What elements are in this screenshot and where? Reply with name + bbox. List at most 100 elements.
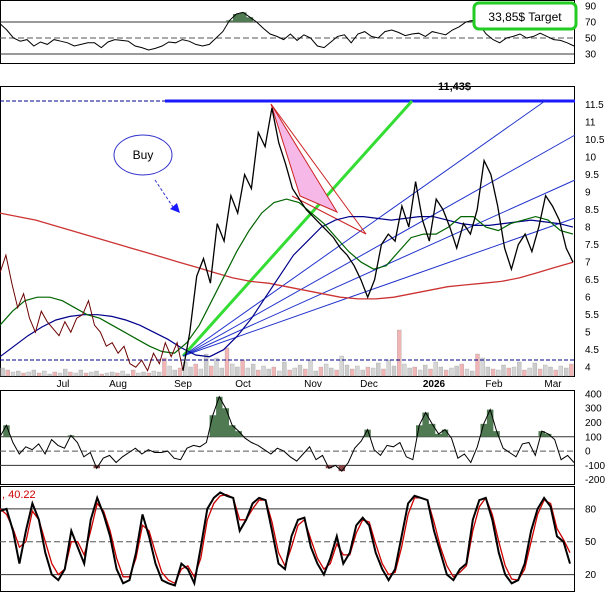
volume-bar <box>449 367 454 377</box>
cci-negative-fill <box>93 465 345 472</box>
buy-label: Buy <box>133 148 154 162</box>
volume-bar <box>57 372 63 377</box>
stochastic-reference-lines <box>0 508 574 576</box>
x-axis-label: 2026 <box>423 379 446 390</box>
volume-bar <box>417 369 423 377</box>
cci-panel: 400 300 200 100 0 -100 -200 <box>0 389 605 486</box>
cci-tick-label: 0 <box>585 447 591 458</box>
pattern-down-line <box>270 103 367 235</box>
stochastic-panel: 80 50 20 , 40.22 <box>0 489 597 587</box>
volume-bar <box>386 359 391 377</box>
rsi-tick-label: 70 <box>585 18 597 29</box>
volume-bar <box>339 355 344 377</box>
volume-bar <box>376 362 381 377</box>
price-line-upswing <box>182 107 574 371</box>
x-axis-label: Nov <box>304 379 322 390</box>
volume-bar <box>318 366 324 377</box>
volume-bar <box>428 368 433 377</box>
volume-bar <box>490 368 496 377</box>
volume-bar <box>156 371 162 377</box>
volume-bar <box>470 370 475 377</box>
volume-bar <box>334 369 339 377</box>
stochastic-tick-label: 80 <box>585 504 597 515</box>
gann-fan-lines <box>181 99 576 358</box>
volume-bar <box>78 369 84 377</box>
cci-tick-label: -100 <box>585 461 605 472</box>
x-axis-label: Feb <box>485 379 503 390</box>
volume-bar <box>52 371 57 377</box>
volume-bar <box>323 363 329 377</box>
volume-bar <box>287 369 292 377</box>
volume-bar <box>506 367 511 377</box>
fan-line-1 <box>182 100 546 357</box>
ma-short-line <box>0 198 574 354</box>
volume-bar <box>271 366 277 377</box>
price-line <box>0 253 184 372</box>
volume-bar <box>209 365 214 377</box>
volume-bar <box>397 329 402 377</box>
price-tick-label: 4 <box>585 363 591 374</box>
volume-bar <box>365 366 371 377</box>
volume-bar <box>438 366 444 377</box>
volume-bar <box>68 371 73 377</box>
price-tick-label: 11.5 <box>585 100 604 111</box>
volume-bar <box>558 365 564 377</box>
x-axis-labels: Jul Aug Sep Oct Nov Dec 2026 Feb Mar <box>57 379 563 390</box>
cci-positive-fill <box>3 396 552 437</box>
volume-bar <box>517 361 522 377</box>
volume-bar <box>141 371 146 377</box>
volume-bar <box>454 365 459 377</box>
fan-line-4 <box>182 217 576 357</box>
volume-bar <box>73 372 78 377</box>
price-tick-label: 7.5 <box>585 240 599 251</box>
volume-bar <box>240 359 245 377</box>
volume-bar <box>188 366 193 377</box>
volume-bar <box>277 370 282 377</box>
volume-bar <box>501 364 506 377</box>
volume-bar <box>344 364 350 377</box>
ma-long-line <box>0 212 574 300</box>
volume-bar <box>261 365 266 377</box>
cci-tick-label: -200 <box>585 475 605 486</box>
x-axis-label: Dec <box>360 379 378 390</box>
rsi-tick-label: 30 <box>585 50 597 61</box>
pattern-triangle <box>270 103 339 214</box>
price-tick-label: 5 <box>585 328 591 339</box>
stochastic-tick-label: 50 <box>585 537 597 548</box>
volume-bar <box>203 353 209 377</box>
volume-bar <box>381 368 386 377</box>
volume-bar <box>146 372 151 377</box>
resistance-label: 11,43$ <box>438 81 471 93</box>
volume-bar <box>110 371 115 377</box>
stochastic-title: , 40.22 <box>2 489 36 501</box>
cci-tick-label: 100 <box>585 432 602 443</box>
buy-bubble <box>113 134 173 176</box>
volume-bar <box>303 368 308 377</box>
price-tick-label: 11 <box>585 118 596 129</box>
rsi-panel: 90 70 50 30 33,85$ Target <box>0 1 597 61</box>
rsi-tick-label: 90 <box>585 2 597 13</box>
volume-bar <box>224 347 230 377</box>
volume-bar <box>412 366 417 377</box>
volume-bar <box>219 367 224 377</box>
volume-bar <box>443 369 449 377</box>
volume-bar <box>99 373 104 377</box>
volume-bar <box>459 363 464 377</box>
volume-bar <box>120 370 125 377</box>
buy-arrow-head <box>170 203 180 213</box>
volume-bar <box>370 367 376 377</box>
volume-bar <box>47 373 52 377</box>
volume-bar <box>36 372 42 377</box>
volume-bar <box>63 368 68 377</box>
price-tick-label: 9 <box>585 188 591 199</box>
volume-bar <box>5 369 10 377</box>
volume-bar <box>527 367 532 377</box>
volume-bar <box>480 357 485 377</box>
volume-bar <box>266 368 271 377</box>
volume-bar <box>548 366 553 377</box>
price-tick-label: 7 <box>585 258 591 269</box>
volume-bars <box>0 329 574 377</box>
buy-arrow-line <box>154 179 174 208</box>
cci-tick-labels: 400 300 200 100 0 -100 -200 <box>585 389 605 486</box>
